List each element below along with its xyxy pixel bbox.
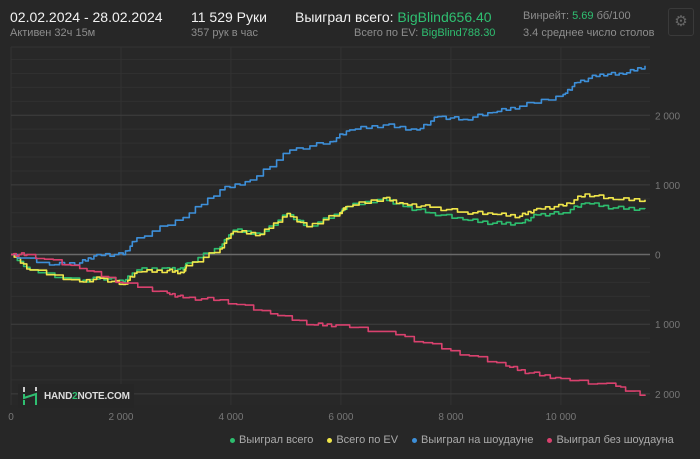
- x-tick-label: 10 000: [546, 412, 577, 423]
- y-tick-label: 2 000: [655, 390, 680, 401]
- legend-item-1[interactable]: Всего по EV: [327, 434, 398, 446]
- won-total-value: BigBlind656.40: [397, 9, 492, 25]
- gear-icon[interactable]: ⚙: [668, 8, 694, 36]
- winrate-unit: бб/100: [596, 10, 631, 22]
- x-tick-label: 2 000: [108, 412, 133, 423]
- date-range: 02.02.2024 - 28.02.2024: [10, 9, 163, 25]
- hand2note-logo: HAND2NOTE.COM: [18, 384, 134, 408]
- series-line-2: [11, 65, 646, 266]
- legend-item-0[interactable]: Выиграл всего: [230, 434, 313, 446]
- ev-label: Всего по EV:: [354, 27, 419, 39]
- winrate-value: 5.69: [572, 10, 594, 22]
- x-tick-label: 8 000: [438, 412, 463, 423]
- legend: Выиграл всего Всего по EV Выиграл на шоу…: [230, 434, 674, 446]
- y-tick-label: 1 000: [655, 320, 680, 331]
- hands-per-hour: 357 рук в час: [191, 27, 259, 39]
- winrate-label: Винрейт:: [523, 10, 570, 22]
- x-tick-label: 6 000: [328, 412, 353, 423]
- x-tick-label: 0: [8, 412, 14, 423]
- hands-count: 11 529 Руки: [191, 9, 267, 25]
- ev-value: BigBlind788.30: [421, 27, 496, 39]
- logo-text: HAND2NOTE.COM: [44, 390, 130, 402]
- winrate: Винрейт: 5.69 бб/100: [523, 10, 631, 22]
- y-tick-label: 0: [655, 251, 661, 262]
- won-total: Выиграл всего: BigBlind656.40: [295, 9, 492, 25]
- series-line-3: [11, 252, 646, 396]
- plot-area: [11, 47, 650, 405]
- avg-tables: 3.4 среднее число столов: [523, 27, 655, 39]
- ev-total: Всего по EV: BigBlind788.30: [354, 27, 495, 39]
- won-total-label: Выиграл всего:: [295, 9, 394, 25]
- series-line-1: [11, 193, 646, 286]
- legend-item-3[interactable]: Выиграл без шоудауна: [547, 434, 674, 446]
- legend-item-2[interactable]: Выиграл на шоудауне: [412, 434, 533, 446]
- logo-icon: [23, 387, 37, 405]
- x-tick-label: 4 000: [218, 412, 243, 423]
- active-time: Активен 32ч 15м: [10, 27, 96, 39]
- y-tick-label: 1 000: [655, 181, 680, 192]
- y-tick-label: 2 000: [655, 111, 680, 122]
